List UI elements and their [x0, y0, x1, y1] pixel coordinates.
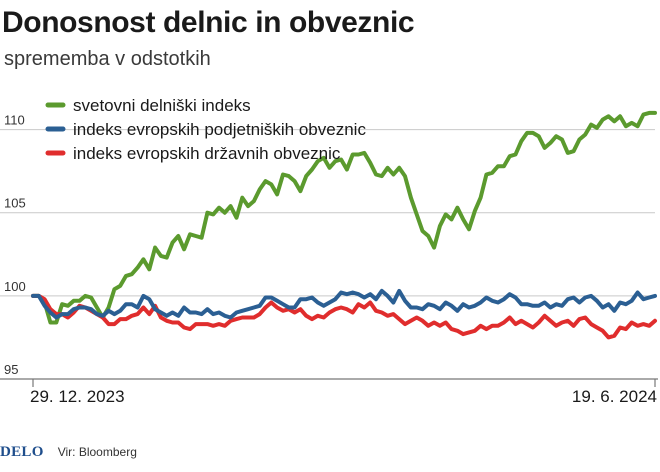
chart-area: 95 100 105 110 29. 12. 2023 19. 6. 2024 svetov… [0, 96, 658, 406]
series-line-2 [31, 293, 657, 340]
footer: DELO Vir: Bloomberg [0, 444, 137, 464]
y-tick-label-110: 110 [4, 113, 25, 128]
y-tick-label-105: 105 [4, 196, 26, 211]
y-tick-label-100: 100 [4, 279, 26, 294]
source-note: Vir: Bloomberg [57, 445, 137, 459]
legend-label-1: indeks evropskih podjetniških obveznic [73, 120, 366, 139]
x-tick-label-start: 29. 12. 2023 [30, 387, 125, 406]
delo-logo: DELO [0, 444, 44, 460]
legend-label-0: svetovni delniški indeks [73, 96, 251, 115]
x-tick-label-end: 19. 6. 2024 [572, 387, 657, 406]
series-line-0 [31, 110, 657, 325]
y-tick-label-95: 95 [4, 362, 18, 377]
chart-title: Donosnost delnic in obveznic [2, 6, 415, 39]
legend-label-2: indeks evropskih državnih obveznic [73, 144, 341, 163]
chart-subtitle: sprememba v odstotkih [4, 48, 211, 70]
series-line-1 [31, 288, 657, 320]
